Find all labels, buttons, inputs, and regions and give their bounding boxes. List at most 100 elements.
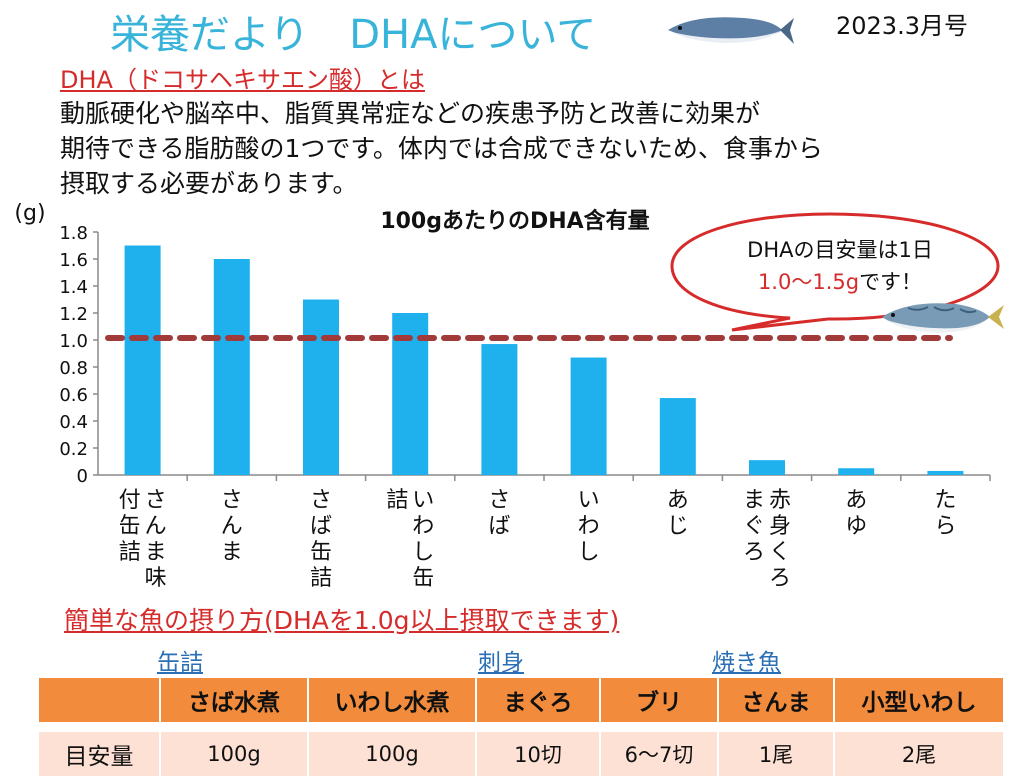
svg-text:さ: さ: [488, 488, 510, 513]
category-sashimi: 刺身: [478, 650, 524, 676]
y-tick-label: 0.4: [59, 412, 88, 433]
svg-text:詰: 詰: [386, 488, 408, 513]
callout-text-line1: DHAの目安量は1日: [747, 238, 933, 262]
y-tick-label: 0.2: [59, 439, 88, 460]
dha-bar-chart: 100gあたりのDHA含有量 (g) 0 0.2 0.4 0.6 0.8 1.0 1.2 1.…: [14, 201, 991, 591]
svg-text:わ: わ: [578, 514, 600, 539]
x-tick-label: たらたら: [934, 488, 956, 539]
y-tick-label: 1.0: [59, 331, 88, 352]
x-tick-labels: さんま味付缶詰さんま味付缶詰さんまさんまさば缶詰さば缶詰いわし缶詰いわし缶詰さば…: [119, 475, 991, 591]
svg-text:ん: ん: [221, 514, 243, 539]
table-cell: 100g: [307, 730, 477, 778]
svg-text:た: た: [934, 488, 956, 513]
y-tick-label: 0.6: [59, 385, 88, 406]
bar: [481, 344, 518, 475]
bar: [303, 299, 339, 475]
table-header-cell: [37, 676, 161, 724]
table-header-cell: 小型いわし: [833, 676, 1005, 724]
table-header-row: さば水煮 いわし水煮 まぐろ ブリ さんま 小型いわし: [37, 676, 1005, 724]
svg-text:詰: 詰: [119, 540, 141, 565]
bars: [124, 245, 964, 475]
intake-table: さば水煮 いわし水煮 まぐろ ブリ さんま 小型いわし 目安量 100g 100…: [37, 676, 1005, 778]
callout-suffix: です！: [859, 270, 923, 294]
y-tick-label: 0: [77, 466, 88, 487]
svg-text:ら: ら: [934, 514, 956, 539]
svg-text:ば: ば: [310, 514, 332, 539]
bar: [838, 468, 875, 475]
svg-text:い: い: [412, 488, 434, 513]
svg-text:し: し: [412, 540, 434, 565]
svg-text:ぐ: ぐ: [743, 514, 765, 539]
category-grilled: 焼き魚: [712, 650, 781, 676]
page-title: 栄養だより DHAについて: [110, 12, 597, 58]
svg-text:い: い: [578, 488, 600, 513]
y-ticks: 0 0.2 0.4 0.6 0.8 1.0 1.2 1.4 1.6 1.8: [59, 223, 98, 487]
svg-text:さ: さ: [221, 488, 243, 513]
svg-text:味: 味: [145, 566, 167, 591]
fish-illustration-mackerel: [882, 303, 1004, 333]
svg-text:じ: じ: [667, 514, 689, 539]
svg-text:缶: 缶: [412, 566, 434, 591]
issue-date: 2023.3月号: [836, 12, 968, 40]
intro-line-3: 摂取する必要があります。: [60, 169, 358, 198]
bar: [659, 398, 696, 475]
x-tick-label: さば缶詰さば缶詰: [310, 488, 332, 591]
x-tick-label: いわしいわし: [578, 488, 600, 565]
callout-text-line2: 1.0～1.5gです！: [700, 266, 980, 296]
table-cell: 1尾: [717, 730, 835, 778]
svg-text:ゆ: ゆ: [845, 514, 867, 539]
svg-text:ん: ん: [145, 514, 167, 539]
svg-text:し: し: [578, 540, 600, 565]
svg-text:さ: さ: [145, 488, 167, 513]
fish-illustration-saury: [668, 17, 794, 44]
svg-text:ま: ま: [145, 540, 167, 565]
y-tick-label: 1.2: [59, 304, 88, 325]
table-header-cell: さば水煮: [159, 676, 309, 724]
table-cell: 6～7切: [599, 730, 719, 778]
callout-amount: 1.0～1.5g: [757, 270, 860, 294]
x-tick-label: あじあじ: [667, 488, 689, 539]
y-tick-label: 1.8: [59, 223, 88, 244]
x-tick-label: いわし缶詰いわし缶詰: [386, 488, 434, 591]
svg-text:ろ: ろ: [743, 540, 765, 565]
table-header-cell: ブリ: [599, 676, 719, 724]
table-cell: 2尾: [833, 730, 1005, 778]
svg-text:ば: ば: [488, 514, 510, 539]
chart-title: 100gあたりのDHA含有量: [380, 208, 649, 234]
bar: [570, 357, 607, 475]
table-row: 目安量 100g 100g 10切 6～7切 1尾 2尾: [37, 730, 1005, 778]
svg-text:わ: わ: [412, 514, 434, 539]
intro-line-2: 期待できる脂肪酸の1つです。体内では合成できないため、食事から: [60, 134, 823, 163]
definition-heading: DHA（ドコサヘキサエン酸）とは: [60, 66, 425, 94]
x-tick-label: 赤身くろまぐろ赤身くろまぐろ: [743, 488, 791, 591]
table-cell: 10切: [475, 730, 601, 778]
svg-text:缶: 缶: [119, 514, 141, 539]
svg-text:ろ: ろ: [769, 566, 791, 591]
table-header-cell: さんま: [717, 676, 835, 724]
svg-text:あ: あ: [845, 488, 867, 513]
svg-text:ま: ま: [743, 488, 765, 513]
table-header-cell: いわし水煮: [307, 676, 477, 724]
intro-line-1: 動脈硬化や脳卒中、脂質異常症などの疾患予防と改善に効果が: [60, 99, 761, 128]
y-tick-label: 1.6: [59, 250, 88, 271]
svg-text:く: く: [769, 540, 791, 565]
category-canned: 缶詰: [157, 650, 203, 676]
svg-text:赤: 赤: [769, 488, 791, 513]
bar: [749, 460, 785, 475]
y-tick-label: 1.4: [59, 277, 88, 298]
x-tick-label: あゆあゆ: [845, 488, 867, 539]
tips-heading: 簡単な魚の摂り方(DHAを1.0g以上摂取できます): [64, 606, 620, 635]
svg-text:缶: 缶: [310, 540, 332, 565]
bar: [927, 470, 964, 475]
svg-text:あ: あ: [667, 488, 689, 513]
svg-text:ま: ま: [221, 540, 243, 565]
table-row-label: 目安量: [37, 730, 161, 778]
y-tick-label: 0.8: [59, 358, 88, 379]
x-tick-label: さんま味付缶詰さんま味付缶詰: [119, 488, 167, 591]
table-header-cell: まぐろ: [475, 676, 601, 724]
table-cell: 100g: [159, 730, 309, 778]
svg-text:詰: 詰: [310, 566, 332, 591]
bar: [213, 259, 250, 475]
callout-bubble: [670, 212, 1000, 332]
y-axis-label: (g): [14, 201, 45, 226]
